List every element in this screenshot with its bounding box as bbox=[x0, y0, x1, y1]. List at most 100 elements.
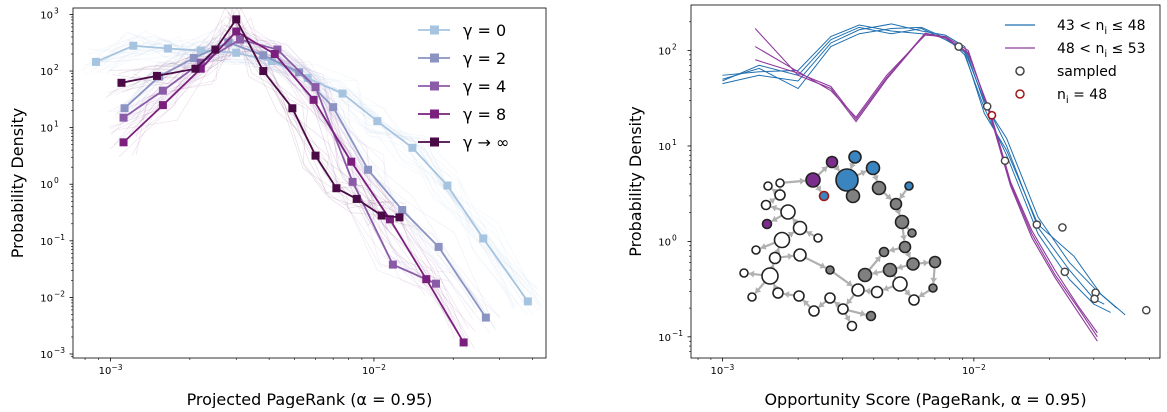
data-point-marker bbox=[378, 212, 386, 220]
network-node bbox=[908, 229, 916, 237]
data-point-marker bbox=[259, 67, 267, 75]
network-node bbox=[849, 151, 861, 163]
left-y-tick-label: 10 bbox=[40, 293, 53, 304]
right-y-tick-base: 10 bbox=[658, 47, 671, 58]
data-point-marker bbox=[364, 166, 372, 174]
legend-label: γ = 0 bbox=[463, 21, 506, 40]
network-node bbox=[891, 199, 902, 210]
network-node bbox=[848, 322, 857, 331]
legend-marker bbox=[430, 110, 439, 119]
legend-marker bbox=[430, 82, 439, 91]
purple-band-line bbox=[755, 35, 1097, 341]
network-node bbox=[847, 190, 860, 203]
right-y-tick-label: 10 bbox=[658, 237, 671, 248]
right-plot-frame bbox=[691, 5, 1160, 358]
left-x-tick-label: 10−3 bbox=[99, 363, 123, 377]
data-point-marker bbox=[524, 297, 532, 305]
legend-label: 43 < ni ≤ 48 bbox=[1057, 18, 1146, 37]
left-y-tick-exp: 3 bbox=[54, 6, 59, 15]
data-point-marker bbox=[398, 206, 406, 214]
left-y-tick-label: 10 bbox=[40, 67, 53, 78]
network-node bbox=[905, 182, 913, 190]
network-node bbox=[836, 169, 858, 191]
left-y-tick-base: 10 bbox=[40, 67, 53, 78]
network-node bbox=[809, 306, 819, 316]
sampled-point bbox=[1001, 157, 1008, 164]
legend-label-rest: ≤ 48 bbox=[1107, 18, 1145, 34]
legend-label-main: 43 < n bbox=[1057, 18, 1104, 34]
background-trace-line bbox=[126, 43, 447, 291]
right-y-tick-base: 10 bbox=[658, 237, 671, 248]
left-x-tick-base: 10 bbox=[362, 366, 375, 377]
data-point-marker bbox=[395, 213, 403, 221]
data-point-marker bbox=[329, 103, 337, 111]
data-point-marker bbox=[191, 65, 199, 73]
left-y-axis-label: Probability Density bbox=[8, 108, 27, 259]
data-point-marker bbox=[312, 152, 320, 160]
right-x-tick-exp: −3 bbox=[723, 363, 734, 372]
left-y-tick-exp: 2 bbox=[54, 63, 59, 72]
right-x-tick-label: 10−2 bbox=[962, 363, 986, 377]
network-edge-arrowhead bbox=[900, 235, 907, 240]
data-point-marker bbox=[159, 101, 167, 109]
network-node bbox=[814, 234, 822, 242]
left-y-tick-base: 10 bbox=[40, 293, 53, 304]
data-point-marker bbox=[435, 243, 443, 251]
legend-label: γ = 4 bbox=[463, 77, 506, 96]
data-point-marker bbox=[232, 27, 240, 35]
network-node bbox=[762, 268, 778, 284]
data-point-marker bbox=[271, 50, 279, 58]
left-y-tick-label: 10 bbox=[40, 350, 53, 361]
data-point-marker bbox=[129, 42, 137, 50]
network-node bbox=[900, 242, 911, 253]
network-edge-arrowhead bbox=[923, 260, 928, 267]
data-point-marker bbox=[432, 280, 440, 288]
data-point-marker bbox=[408, 144, 416, 152]
network-edge-arrowhead bbox=[865, 288, 870, 295]
network-node bbox=[775, 190, 785, 200]
right-y-tick-base: 10 bbox=[658, 142, 671, 153]
data-point-marker bbox=[332, 184, 340, 192]
network-node bbox=[827, 157, 838, 168]
network-node bbox=[752, 246, 760, 254]
network-node bbox=[867, 312, 876, 321]
network-node bbox=[825, 293, 835, 303]
sampled-point bbox=[1033, 221, 1040, 228]
left-x-tick-exp: −3 bbox=[111, 363, 122, 372]
data-point-marker bbox=[211, 46, 219, 54]
data-point-marker bbox=[310, 96, 318, 104]
data-point-marker bbox=[164, 45, 172, 53]
data-point-marker bbox=[120, 114, 128, 122]
network-node bbox=[794, 222, 807, 235]
network-node bbox=[740, 269, 748, 277]
network-node bbox=[896, 216, 909, 229]
data-point-marker bbox=[479, 234, 487, 242]
data-point-marker bbox=[295, 68, 303, 76]
legend-label: 48 < ni ≤ 53 bbox=[1057, 41, 1146, 60]
legend-marker bbox=[430, 138, 439, 147]
network-edge-arrowhead bbox=[930, 278, 937, 283]
right-y-tick-base: 10 bbox=[658, 333, 671, 344]
right-x-tick-exp: −2 bbox=[975, 363, 986, 372]
legend-marker bbox=[430, 54, 439, 63]
network-node bbox=[907, 258, 919, 270]
data-point-marker bbox=[389, 261, 397, 269]
legend-marker bbox=[1016, 67, 1024, 75]
right-y-tick-exp: −1 bbox=[672, 329, 683, 338]
data-point-marker bbox=[353, 195, 361, 203]
network-node bbox=[764, 182, 772, 190]
data-point-marker bbox=[460, 338, 468, 346]
data-point-marker bbox=[259, 51, 267, 59]
highlighted-sample-point bbox=[988, 112, 995, 119]
right-y-axis-label: Probability Density bbox=[626, 106, 645, 257]
network-node bbox=[773, 288, 783, 298]
network-node bbox=[929, 284, 937, 292]
network-node bbox=[781, 205, 795, 219]
legend-label-rest: ≤ 53 bbox=[1107, 41, 1145, 57]
left-x-tick-base: 10 bbox=[99, 366, 112, 377]
background-trace-line bbox=[111, 41, 465, 345]
left-y-tick-exp: −3 bbox=[54, 346, 65, 355]
